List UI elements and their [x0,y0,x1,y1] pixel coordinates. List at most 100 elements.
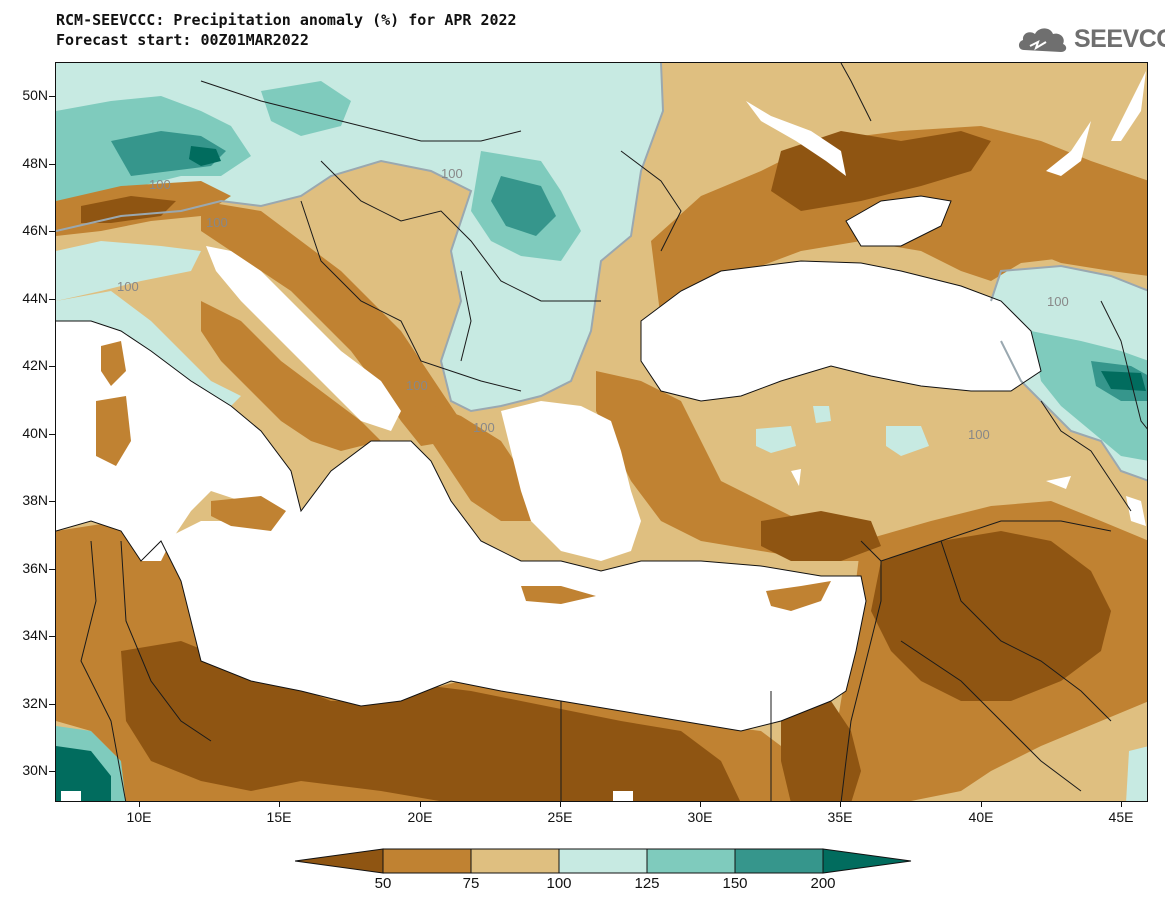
missing-data-patch [1046,476,1071,489]
colorbar-swatch-above-200 [822,848,912,874]
wet-band-caucasus [1031,331,1147,461]
lon-label-40e: 40E [968,809,994,825]
lat-tick [49,231,55,232]
anomaly-map: 100 100 100 100 100 100 100 100 [56,63,1147,801]
lat-label-42n: 42N [22,357,48,373]
contour-label: 100 [117,279,139,294]
lat-label-32n: 32N [22,695,48,711]
lat-tick [49,501,55,502]
missing-data-patch [791,469,801,486]
contour-label: 100 [206,215,228,230]
map-panel: 100 100 100 100 100 100 100 100 [55,62,1148,802]
colorbar-label-150: 150 [722,875,748,892]
lon-tick [1121,802,1122,807]
lon-tick [840,802,841,807]
island-sicily [211,496,286,531]
lon-label-15e: 15E [266,809,292,825]
wet-core-caucasus-2 [1101,371,1146,391]
wet-region-north-italy [56,241,201,301]
sea-adriatic [206,246,401,431]
missing-data-patch [1111,71,1146,141]
colorbar-label-200: 200 [810,875,836,892]
colorbar-swatch-125-150 [646,848,736,874]
lon-label-20e: 20E [407,809,433,825]
lat-tick [49,569,55,570]
wet-region-turkey-3 [813,406,831,423]
contour-100-line [990,264,1147,302]
seevccc-logo: SEEVCCC [1016,22,1165,56]
colorbar-label-125: 125 [634,875,660,892]
contour-label: 100 [441,166,463,181]
lat-label-50n: 50N [22,87,48,103]
lat-tick [49,164,55,165]
lat-tick [49,704,55,705]
lat-label-44n: 44N [22,290,48,306]
logo-text: SEEVCCC [1074,24,1165,53]
sea-black-sea [641,261,1041,401]
wet-region-iraq-east [1126,746,1147,801]
colorbar-swatch-below-50 [295,848,384,874]
coastlines [56,195,1042,732]
lat-tick [49,771,55,772]
dry-region-balkans-west [201,201,461,446]
island-cyprus [766,581,831,611]
wet-core-1 [189,146,221,166]
lat-label-30n: 30N [22,762,48,778]
very-dry-region-sinai [781,701,861,801]
island-crete [521,586,596,604]
cloud-icon [1018,28,1067,52]
sea-adriatic-tyrrhenian [56,321,301,561]
very-dry-region-middle-east [871,531,1111,701]
contour-label: 100 [149,177,171,192]
colorbar-label-50: 50 [374,875,392,892]
sea-ionian-central [161,441,866,731]
lat-tick [49,299,55,300]
colorbar-swatch-100-125 [558,848,648,874]
lon-tick [139,802,140,807]
contour-label: 100 [473,420,495,435]
missing-data-patch [746,101,846,176]
dry-region-caucasus-south [1031,246,1147,276]
island-corsica [101,341,126,386]
lon-label-35e: 35E [827,809,853,825]
colorbar-swatch-150-200 [734,848,824,874]
lon-tick [279,802,280,807]
lat-label-40n: 40N [22,425,48,441]
lat-label-38n: 38N [22,492,48,508]
missing-data-patch [1046,121,1091,176]
map-title: RCM-SEEVCCC: Precipitation anomaly (%) f… [56,11,517,29]
lon-tick [700,802,701,807]
lat-tick [49,96,55,97]
country-borders [80,63,1147,801]
missing-data-patch [1126,496,1146,526]
colorbar-swatch-50-75 [382,848,472,874]
lat-tick [49,434,55,435]
lon-label-45e: 45E [1108,809,1134,825]
island-sardinia [96,396,131,466]
lat-tick [49,366,55,367]
lat-label-46n: 46N [22,222,48,238]
wet-core-sw-corner [56,746,111,801]
dry-region-greece [421,401,541,521]
wet-region-west-coast [56,291,241,406]
sea-aegean [501,401,641,561]
lon-tick [981,802,982,807]
lon-label-30e: 30E [687,809,713,825]
lat-tick [49,636,55,637]
contour-label: 100 [968,427,990,442]
lat-label-48n: 48N [22,155,48,171]
forecast-start: Forecast start: 00Z01MAR2022 [56,31,309,49]
wet-band-2 [261,81,351,136]
colorbar-label-75: 75 [462,875,480,892]
wet-band-4 [491,176,556,236]
dry-region-italy [201,301,381,451]
lat-label-36n: 36N [22,560,48,576]
missing-data-patch [613,791,633,801]
colorbar [295,848,912,874]
missing-data-patch [61,791,81,801]
lon-tick [420,802,421,807]
contour-100-line [56,63,665,413]
lon-tick [560,802,561,807]
title-block: RCM-SEEVCCC: Precipitation anomaly (%) f… [56,10,517,50]
lon-label-10e: 10E [126,809,152,825]
